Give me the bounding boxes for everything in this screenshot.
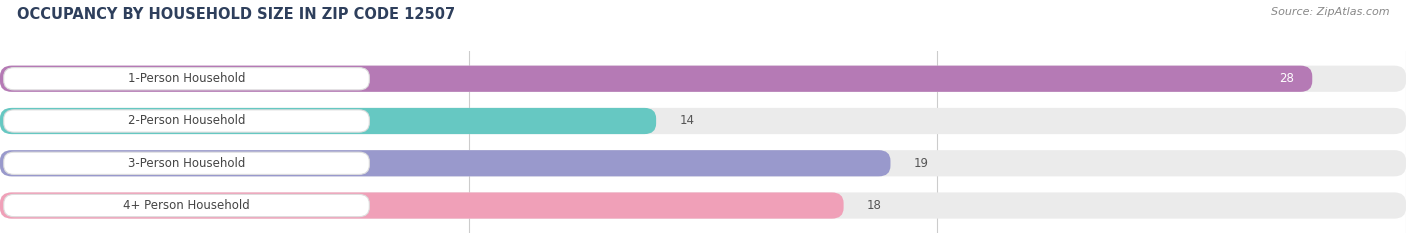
FancyBboxPatch shape <box>0 192 844 219</box>
FancyBboxPatch shape <box>0 66 1406 92</box>
Text: 14: 14 <box>679 114 695 127</box>
FancyBboxPatch shape <box>0 108 1406 134</box>
Text: 19: 19 <box>914 157 929 170</box>
Text: 4+ Person Household: 4+ Person Household <box>124 199 250 212</box>
Text: 1-Person Household: 1-Person Household <box>128 72 245 85</box>
Text: 18: 18 <box>868 199 882 212</box>
FancyBboxPatch shape <box>0 108 657 134</box>
FancyBboxPatch shape <box>4 68 370 90</box>
FancyBboxPatch shape <box>0 150 1406 176</box>
FancyBboxPatch shape <box>4 110 370 132</box>
Text: Source: ZipAtlas.com: Source: ZipAtlas.com <box>1271 7 1389 17</box>
FancyBboxPatch shape <box>0 150 890 176</box>
Text: 2-Person Household: 2-Person Household <box>128 114 245 127</box>
FancyBboxPatch shape <box>0 192 1406 219</box>
Text: OCCUPANCY BY HOUSEHOLD SIZE IN ZIP CODE 12507: OCCUPANCY BY HOUSEHOLD SIZE IN ZIP CODE … <box>17 7 456 22</box>
Text: 28: 28 <box>1278 72 1294 85</box>
FancyBboxPatch shape <box>4 194 370 217</box>
FancyBboxPatch shape <box>4 152 370 174</box>
FancyBboxPatch shape <box>0 66 1312 92</box>
Text: 3-Person Household: 3-Person Household <box>128 157 245 170</box>
